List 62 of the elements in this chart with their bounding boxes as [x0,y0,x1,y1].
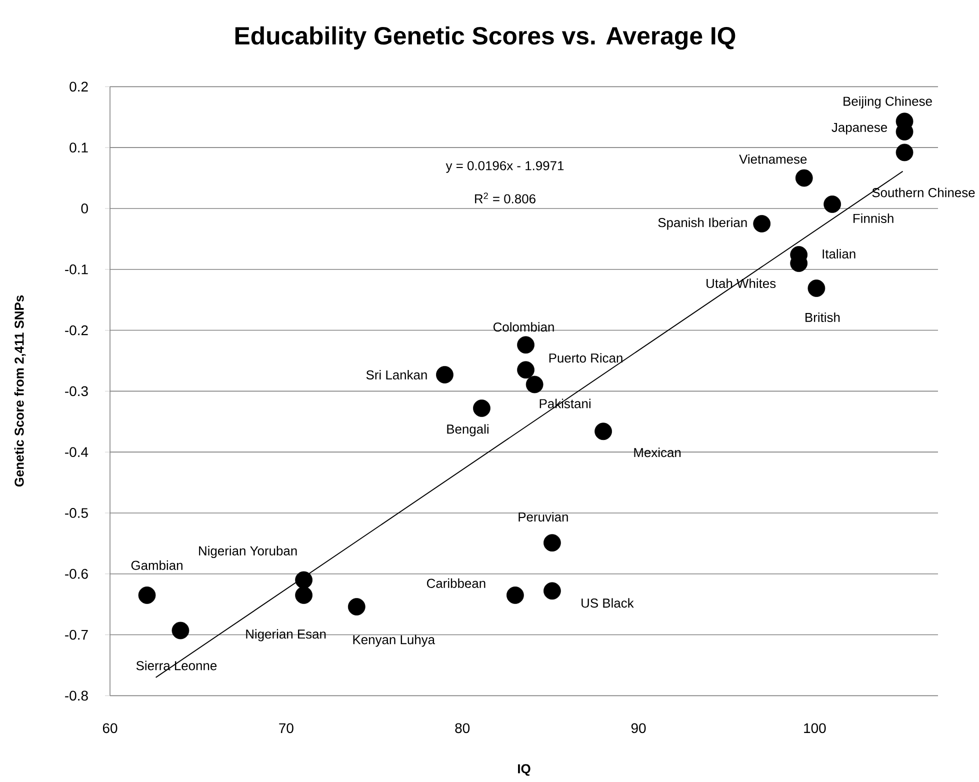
point [436,366,454,384]
point [808,280,826,297]
point [753,215,771,232]
annotation: Kenyan Luhya [353,634,436,647]
point [795,169,813,187]
annotation: Sierra Leonne [136,660,217,670]
annotation: Nigerian Esan [246,629,326,642]
point [543,582,561,600]
annotation: Italian [822,249,856,259]
chart-title: Educability Genetic Scores vs. Average IQ [235,26,736,50]
x-tick-label: 70 [279,723,294,734]
annotation: Utah Whites [706,278,776,288]
x-tick-label: 80 [455,723,470,734]
point [473,400,490,417]
point [517,361,534,379]
annotation: Gambian [131,560,182,570]
annotation: British [806,312,840,322]
point [348,598,366,616]
annotation: Mexican [634,448,681,458]
annotation: Southern Chinese [872,188,975,198]
annotation: Puerto Rican [549,353,622,363]
annotation: Sri Lankan [366,370,427,380]
annotation: Colombian [493,322,554,332]
y-tick-label: -0.1 [65,264,88,274]
annotation: US Black [582,598,634,608]
annotation: Vietnamese [739,154,807,164]
annotation: y = 0.0196x - 1.9971 [446,161,564,173]
y-tick-label: 0.1 [70,142,88,153]
annotation: Caribbean [426,578,486,588]
y-tick-label: -0.6 [65,568,88,579]
annotation: Beijing Chinese [844,96,932,108]
point [295,571,312,589]
y-tick-label: -0.7 [65,630,88,640]
annotation: Bengali [447,424,488,436]
annotation: Finnish [853,213,894,223]
point [295,586,312,604]
annotation: Nigerian Yoruban [199,546,297,558]
y-tick-label: -0.2 [65,325,88,336]
x-axis-title: IQ [518,764,530,776]
point [824,196,842,213]
x-tick-label: 100 [804,723,826,734]
annotation: Japanese [832,122,888,135]
y-tick-label: -0.5 [65,508,88,518]
y-tick-label: 0 [81,204,88,214]
annotation: R$^{2}$ = 0.806 [475,192,536,204]
annotation: Peruvian [518,512,568,522]
point [506,586,524,604]
x-tick-label: 60 [102,723,118,734]
point [526,376,544,394]
y-tick-label: 0.2 [70,82,88,92]
annotation: Spanish Iberian [658,218,747,230]
x-tick-label: 90 [631,723,646,734]
y-axis-title: Genetic Score from 2,411 SNPs [14,295,26,487]
point [138,586,156,604]
point [172,622,190,640]
y-tick-label: -0.4 [65,447,88,458]
y-tick-label: -0.3 [65,386,88,396]
point [543,534,561,552]
point [594,422,612,440]
point [517,336,534,354]
y-tick-label: -0.8 [65,690,88,701]
point [896,144,914,162]
